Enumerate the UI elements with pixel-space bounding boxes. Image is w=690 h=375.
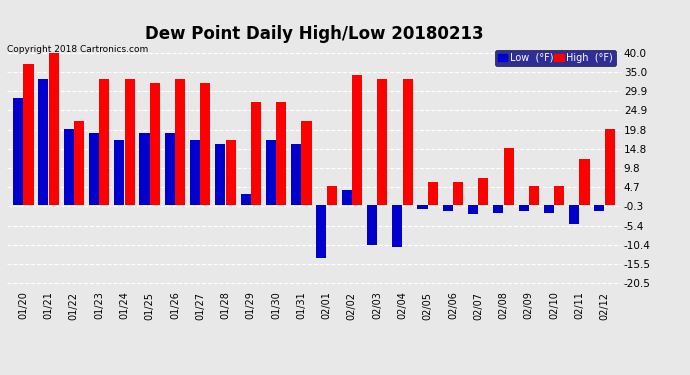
Bar: [124, 79, 135, 205]
Bar: [99, 79, 110, 205]
Text: Copyright 2018 Cartronics.com: Copyright 2018 Cartronics.com: [7, 45, 148, 54]
Bar: [342, 190, 352, 205]
Bar: [23, 64, 34, 205]
Bar: [175, 79, 185, 205]
Bar: [352, 75, 362, 205]
Bar: [13, 98, 23, 205]
Bar: [241, 194, 250, 205]
Bar: [504, 148, 514, 205]
Bar: [302, 121, 312, 205]
Bar: [276, 102, 286, 205]
Bar: [402, 79, 413, 205]
Bar: [580, 159, 589, 205]
Bar: [63, 129, 74, 205]
Bar: [200, 83, 210, 205]
Bar: [139, 133, 150, 205]
Bar: [544, 205, 554, 213]
Bar: [468, 205, 478, 214]
Bar: [594, 205, 604, 211]
Bar: [518, 205, 529, 211]
Bar: [392, 205, 402, 247]
Title: Dew Point Daily High/Low 20180213: Dew Point Daily High/Low 20180213: [145, 26, 483, 44]
Bar: [291, 144, 302, 205]
Bar: [74, 121, 84, 205]
Bar: [326, 186, 337, 205]
Bar: [190, 140, 200, 205]
Bar: [316, 205, 326, 258]
Bar: [443, 205, 453, 211]
Bar: [215, 144, 226, 205]
Bar: [417, 205, 428, 209]
Bar: [529, 186, 539, 205]
Bar: [453, 182, 463, 205]
Legend: Low  (°F), High  (°F): Low (°F), High (°F): [495, 50, 616, 66]
Bar: [367, 205, 377, 245]
Bar: [428, 182, 438, 205]
Bar: [39, 79, 48, 205]
Bar: [266, 140, 276, 205]
Bar: [89, 133, 99, 205]
Bar: [49, 53, 59, 205]
Bar: [165, 133, 175, 205]
Bar: [569, 205, 579, 224]
Bar: [604, 129, 615, 205]
Bar: [478, 178, 489, 205]
Bar: [493, 205, 504, 213]
Bar: [226, 140, 236, 205]
Bar: [377, 79, 387, 205]
Bar: [251, 102, 261, 205]
Bar: [150, 83, 160, 205]
Bar: [114, 140, 124, 205]
Bar: [554, 186, 564, 205]
